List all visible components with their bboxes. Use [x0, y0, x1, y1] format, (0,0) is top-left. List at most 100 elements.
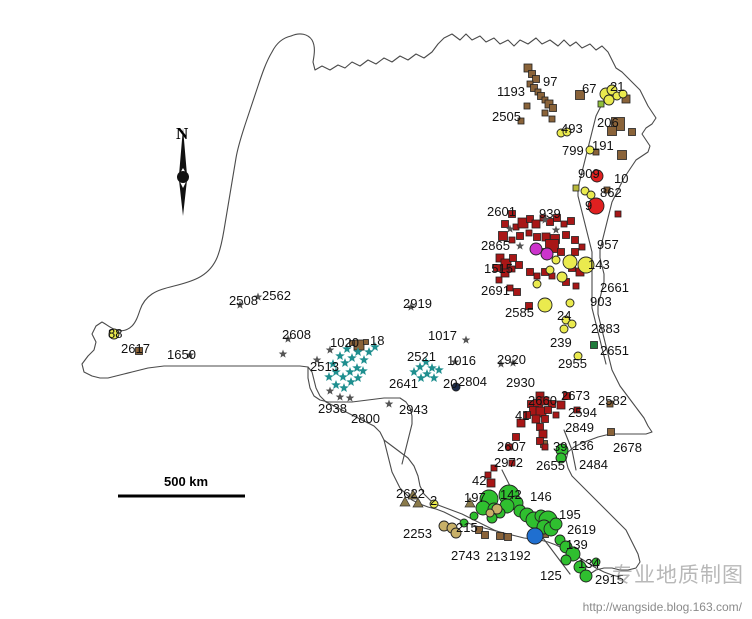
brown-square-marker [517, 117, 525, 125]
map-label: 2849 [565, 420, 594, 435]
dark-red-square-marker [513, 288, 521, 296]
gray-star-marker [461, 335, 471, 344]
yellow-circle-marker [108, 328, 120, 340]
teal-star-marker [353, 347, 363, 356]
map-label: 9 [585, 198, 593, 213]
triangle-marker [464, 497, 476, 508]
map-label: 2800 [351, 411, 380, 426]
teal-star-marker [353, 373, 363, 382]
teal-star-marker [409, 367, 419, 376]
map-label: 88 [108, 326, 123, 341]
yellow-circle-marker [556, 271, 568, 283]
tan-circle-marker [491, 503, 503, 515]
map-label: 197 [464, 490, 486, 505]
dark-red-square-marker [515, 261, 523, 269]
brown-square-marker [607, 126, 617, 136]
map-label: 799 [562, 143, 584, 158]
yellow-circle-marker [577, 256, 595, 274]
dark-red-square-marker [495, 253, 505, 263]
gray-star-marker [496, 359, 506, 368]
blue-circle-marker [526, 527, 544, 545]
dark-red-square-marker [490, 464, 498, 472]
map-label: 2691 [481, 283, 510, 298]
dark-red-square-marker [539, 214, 547, 222]
map-label: 2943 [399, 402, 428, 417]
map-label: 2651 [600, 343, 629, 358]
dark-red-square-marker [523, 411, 531, 419]
dark-red-square-marker [500, 268, 510, 278]
brown-square-marker [544, 99, 554, 109]
dark-red-square-marker [525, 229, 533, 237]
southern-boundary-outline [307, 366, 621, 578]
map-label: 239 [550, 335, 572, 350]
map-label: 2804 [458, 374, 487, 389]
dark-red-square-marker [536, 437, 544, 445]
map-label: 146 [530, 489, 552, 504]
map-label: 2955 [558, 356, 587, 371]
brown-square-marker [606, 400, 614, 408]
dark-red-square-marker [517, 217, 529, 229]
yellow-circle-marker [532, 279, 542, 289]
dark-green-square-marker [590, 341, 598, 349]
dark-red-square-marker [614, 210, 622, 218]
map-label: 2930 [506, 375, 535, 390]
brown-square-marker [475, 526, 483, 534]
dark-red-square-marker [533, 233, 541, 241]
tan-circle-marker [485, 508, 495, 518]
dark-red-square-marker [526, 215, 534, 223]
map-label: 2 [430, 493, 438, 508]
teal-star-marker [422, 369, 432, 378]
teal-star-marker [331, 380, 341, 389]
dark-red-square-marker [516, 232, 524, 240]
dark-red-square-marker [541, 443, 549, 451]
map-label: 191 [592, 138, 614, 153]
yellow-circle-marker [562, 127, 572, 137]
dark-red-square-marker [552, 411, 560, 419]
map-label: 192 [509, 548, 531, 563]
map-label: 2920 [497, 352, 526, 367]
teal-star-marker [416, 373, 426, 382]
region-boundary-outline [290, 33, 657, 575]
map-label: 21 [610, 79, 625, 94]
gray-star-marker [551, 225, 561, 234]
triangle-marker [412, 497, 424, 508]
yellow-circle-marker [580, 186, 590, 196]
map-label: 24 [557, 308, 572, 323]
yellow-circle-marker [562, 254, 578, 270]
map-label: 10 [614, 171, 629, 186]
dark-red-square-marker [553, 214, 561, 222]
dark-red-square-marker [493, 264, 501, 272]
dark-red-square-marker [501, 220, 509, 228]
map-label: 2641 [389, 376, 418, 391]
dark-red-square-marker [571, 236, 579, 244]
dark-red-square-marker [486, 478, 496, 488]
dark-red-square-marker [505, 443, 513, 451]
yellow-circle-marker [551, 255, 561, 265]
teal-star-marker [324, 372, 334, 381]
teal-star-marker [345, 367, 355, 376]
brown-square-marker [523, 63, 533, 73]
yellow-circle-marker [561, 315, 571, 325]
brown-square-marker [523, 102, 531, 110]
dark-red-square-marker [572, 282, 580, 290]
teal-star-marker [335, 351, 345, 360]
scale-bar-label: 500 km [164, 474, 209, 489]
dark-red-square-marker [508, 210, 516, 218]
teal-star-marker [352, 363, 362, 372]
dark-red-square-marker [573, 406, 581, 414]
magenta-circle-marker [529, 242, 543, 256]
map-label: 20 [443, 376, 458, 391]
gray-star-marker [253, 292, 263, 301]
brown-square-marker [496, 532, 504, 540]
dark-red-square-marker [509, 254, 517, 262]
map-label: 41 [515, 408, 530, 423]
branch-river-line [563, 429, 577, 471]
map-label: 2865 [481, 238, 510, 253]
western-boundary-outline [81, 35, 309, 379]
yellow-circle-marker [565, 298, 575, 308]
teal-star-marker [364, 347, 374, 356]
triangle-marker [407, 489, 419, 500]
